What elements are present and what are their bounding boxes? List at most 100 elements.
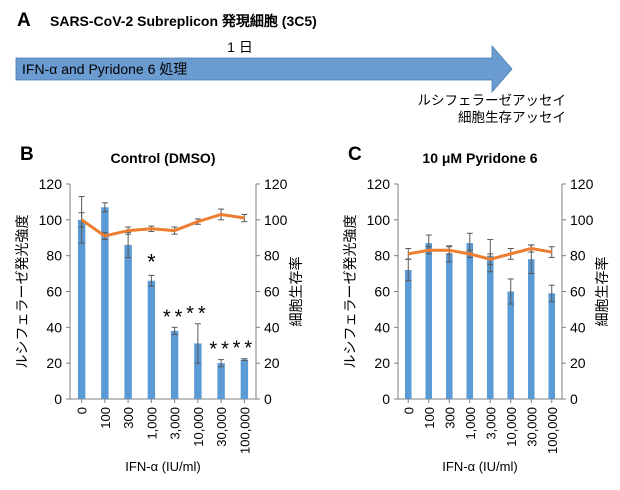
x-tick-label: 100,000 <box>237 407 252 454</box>
x-tick-label: 3,000 <box>168 407 183 440</box>
y2-tick-label: 60 <box>570 284 586 300</box>
viability-point <box>489 258 491 260</box>
bar <box>217 363 225 399</box>
y2-tick-label: 120 <box>264 176 288 192</box>
panel-letter-a: A <box>17 10 31 31</box>
y2-tick-label: 20 <box>264 355 280 371</box>
y2-tick-label: 120 <box>570 176 594 192</box>
x-tick-label: 10,000 <box>504 407 519 447</box>
y2-tick-label: 80 <box>264 248 280 264</box>
y-tick-label: 40 <box>46 319 62 335</box>
x-tick-label: 0 <box>401 407 416 414</box>
chart-c: C 10 μM Pyridone 6 0 0 20 20 40 40 60 60 80 80 100 10… <box>342 144 610 474</box>
y-axis-title: ルシフェラーゼ発光強度 <box>14 215 30 369</box>
significance-mark: * <box>147 249 156 274</box>
viability-line <box>80 212 245 238</box>
y-tick-label: 0 <box>54 391 62 407</box>
luciferase-assay-label: ルシフェラーゼアッセイ <box>418 93 567 108</box>
y-tick-label: 80 <box>374 248 390 264</box>
significance-mark: ** <box>186 303 210 325</box>
viability-point <box>220 213 222 215</box>
x-tick-label: 100 <box>98 407 113 429</box>
duration-label: 1 日 <box>227 39 253 55</box>
y-axis-title: ルシフェラーゼ発光強度 <box>342 215 358 369</box>
y-tick-label: 60 <box>374 284 390 300</box>
viability-point <box>197 221 199 223</box>
panel-a: A SARS-CoV-2 Subreplicon 発現細胞 (3C5) 1 日 … <box>15 10 567 125</box>
bar <box>548 293 556 399</box>
x-tick-label: 1,000 <box>463 407 478 440</box>
y2-axis-title: 細胞生存率 <box>288 257 304 327</box>
treatment-label: IFN-α and Pyridone 6 処理 <box>22 61 187 77</box>
x-axis-title: IFN-α (IU/ml) <box>125 459 200 474</box>
viability-assay-label: 細胞生存アッセイ <box>458 110 566 125</box>
bar <box>466 243 474 399</box>
chart-b: B Control (DMSO) 0 0 20 20 40 40 60 60 80 80 100 100 1… <box>14 144 304 474</box>
timeline-arrow <box>15 44 513 94</box>
viability-point <box>551 251 553 253</box>
y2-tick-label: 20 <box>570 355 586 371</box>
y2-tick-label: 0 <box>264 391 272 407</box>
chart-title: Control (DMSO) <box>111 150 216 166</box>
x-tick-label: 30,000 <box>214 407 229 447</box>
bar <box>507 291 515 399</box>
bar <box>124 244 132 399</box>
y-tick-label: 60 <box>46 284 62 300</box>
viability-point <box>150 228 152 230</box>
viability-line <box>407 247 553 261</box>
y2-tick-label: 80 <box>570 248 586 264</box>
x-tick-label: 100 <box>422 407 437 429</box>
y-tick-label: 80 <box>46 248 62 264</box>
y-tick-label: 0 <box>382 391 390 407</box>
bar <box>240 359 249 399</box>
x-tick-label: 30,000 <box>524 407 539 447</box>
bar <box>170 330 179 399</box>
significance-mark: ** <box>209 339 233 361</box>
significance-mark: ** <box>163 306 187 328</box>
viability-point <box>243 217 245 219</box>
x-tick-label: 10,000 <box>191 407 206 447</box>
bar <box>404 270 412 399</box>
viability-point <box>530 248 532 249</box>
x-tick-label: 100,000 <box>545 407 560 454</box>
viability-point <box>448 249 450 251</box>
viability-point <box>510 253 512 255</box>
bar <box>486 255 494 399</box>
bar <box>425 243 433 399</box>
bar <box>194 343 202 399</box>
x-tick-label: 0 <box>75 407 90 414</box>
y2-tick-label: 40 <box>264 319 280 335</box>
bar <box>101 207 109 399</box>
x-axis-title: IFN-α (IU/ml) <box>442 459 517 474</box>
bar <box>147 280 156 399</box>
y2-tick-label: 100 <box>264 212 288 228</box>
y-tick-label: 20 <box>374 355 390 371</box>
y2-axis-title: 細胞生存率 <box>594 257 610 327</box>
viability-point <box>81 219 83 221</box>
y2-tick-label: 100 <box>570 212 594 228</box>
y-tick-label: 120 <box>367 176 391 192</box>
y-tick-label: 100 <box>39 212 63 228</box>
viability-point <box>174 230 176 232</box>
significance-mark: ** <box>233 338 257 360</box>
viability-point <box>469 253 471 255</box>
y2-tick-label: 60 <box>264 284 280 300</box>
y-tick-label: 40 <box>374 319 390 335</box>
y2-tick-label: 0 <box>570 391 578 407</box>
viability-point <box>407 253 409 255</box>
panel-letter: C <box>348 144 362 165</box>
y-tick-label: 100 <box>367 212 391 228</box>
x-tick-label: 3,000 <box>483 407 498 440</box>
viability-point <box>127 230 129 232</box>
y2-tick-label: 40 <box>570 319 586 335</box>
bar <box>527 259 535 399</box>
bar <box>77 219 86 399</box>
y-tick-label: 120 <box>39 176 63 192</box>
bar <box>445 253 453 399</box>
viability-point <box>104 235 106 237</box>
x-tick-label: 300 <box>442 407 457 429</box>
y-tick-label: 20 <box>46 355 62 371</box>
x-tick-label: 300 <box>121 407 136 429</box>
chart-title: 10 μM Pyridone 6 <box>422 150 537 166</box>
